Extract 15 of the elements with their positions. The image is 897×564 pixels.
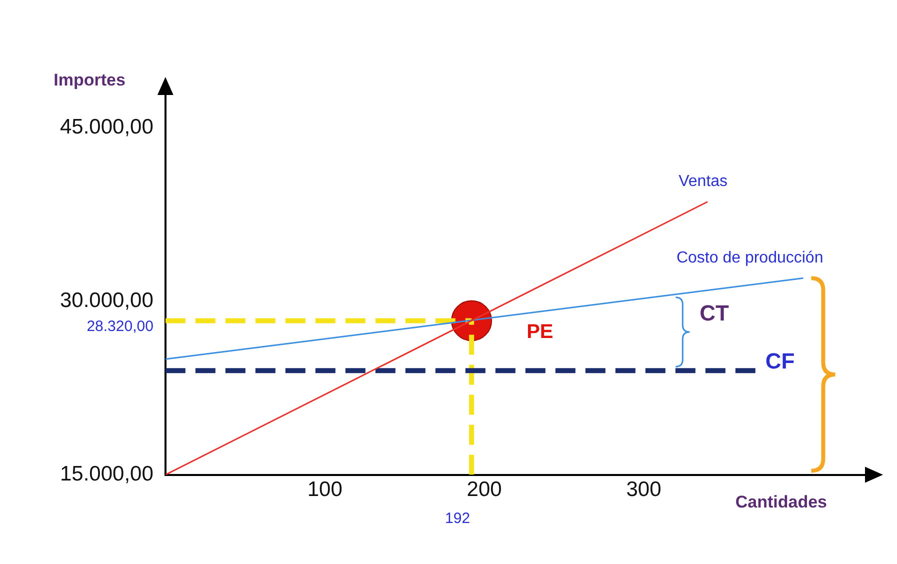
series-label: CF [765,348,795,374]
y-tick-label: 30.000,00 [60,289,154,312]
series-label: PE [526,321,554,344]
annotation: CT [700,300,730,326]
x-tick-label: 200 [466,478,502,502]
y-tick-label: 45.000,00 [60,116,154,139]
annotation: 192 [445,510,470,527]
y-axis-title: Importes [54,70,126,90]
x-axis-title: Cantidades [735,492,827,512]
annotation: 28.320,00 [86,318,154,335]
series-label: Ventas [678,173,728,190]
y-tick-label: 15.000,00 [60,462,154,486]
series-label: Costo de producción [676,250,824,267]
x-tick-label: 100 [307,478,342,502]
x-tick-label: 300 [626,478,662,502]
